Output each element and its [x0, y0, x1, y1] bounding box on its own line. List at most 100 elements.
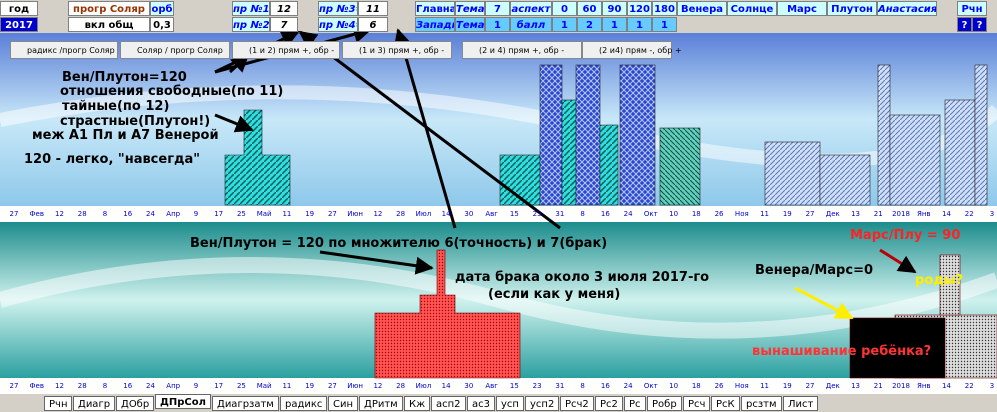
x-axis-label: 14	[942, 382, 951, 390]
radio-option[interactable]: радикс /прогр Соляр	[10, 41, 118, 59]
x-axis-label: 27	[327, 210, 337, 218]
toolbar-cell: Анастасия	[877, 1, 937, 16]
toolbar-cell: Западн	[415, 17, 455, 32]
x-axis-label: 23	[532, 210, 542, 218]
toolbar-cell: 7	[485, 1, 510, 16]
x-axis-label: Дек	[825, 210, 840, 218]
sheet-tab[interactable]: Рсч	[683, 396, 711, 411]
annotation: 120 - легко, "навсегда"	[24, 152, 201, 167]
x-axis-label: Ноя	[734, 210, 749, 218]
toolbar-cell[interactable]: год	[0, 1, 38, 16]
sheet-tab[interactable]: РсК	[711, 396, 740, 411]
annotation: роды?	[915, 273, 964, 288]
x-axis-label: 26	[714, 210, 724, 218]
toolbar-cell: Главная	[415, 1, 455, 16]
x-axis-label: 27	[805, 210, 815, 218]
x-axis-label: 13	[851, 210, 860, 218]
toolbar-cell[interactable]: ?	[972, 17, 987, 32]
x-axis-label: 19	[782, 382, 792, 390]
toolbar-cell: пр №1=	[232, 1, 270, 16]
toolbar-cell[interactable]: ?	[957, 17, 972, 32]
x-axis-label: 19	[305, 210, 315, 218]
radio-option[interactable]: Соляр / прогр Соляр	[120, 41, 230, 59]
annotation: Марс/Плу = 90	[850, 228, 961, 243]
x-axis-label: 2018	[892, 382, 910, 390]
toolbar-cell: пр №3=	[318, 1, 358, 16]
sheet-tab[interactable]: ДПрСол	[155, 394, 211, 409]
sheet-tab[interactable]: Диагр	[73, 396, 116, 411]
toolbar-cell[interactable]: 2017	[0, 17, 38, 32]
sheet-tab[interactable]: Рс	[624, 396, 646, 411]
sheet-tab[interactable]: Диагрзатм	[212, 396, 279, 411]
x-axis-label: Окт	[643, 210, 658, 218]
sheet-tab[interactable]: Син	[328, 396, 359, 411]
x-axis-label: 11	[760, 210, 770, 218]
x-axis-label: 28	[77, 210, 87, 218]
toolbar-cell: вкл общ	[68, 17, 150, 32]
sheet-tab[interactable]: рсзтм	[741, 396, 782, 411]
sheet-tab[interactable]: Лист	[783, 396, 819, 411]
x-axis-label: 18	[691, 382, 701, 390]
x-axis-label: 2018	[892, 210, 910, 218]
toolbar-cell: 180	[652, 1, 677, 16]
x-axis-label: 3	[989, 382, 995, 390]
x-axis-label: 21	[873, 210, 883, 218]
toolbar-cell: 12	[270, 1, 298, 16]
x-axis-label: Июн	[347, 382, 364, 390]
x-axis-label: 10	[669, 382, 679, 390]
annotation: тайные(по 12)	[62, 99, 170, 114]
x-axis-label: Авг	[485, 382, 498, 390]
sheet-tab[interactable]: Робр	[647, 396, 682, 411]
radio-option[interactable]: (2 и4) прям -, обр +	[582, 41, 682, 59]
x-axis-label: Июл	[415, 210, 432, 218]
toolbar-cell[interactable]: прогр Соляр	[68, 1, 150, 16]
x-axis-label: Фев	[29, 210, 44, 218]
x-axis-label: Июл	[415, 382, 432, 390]
x-axis-label: 27	[805, 382, 815, 390]
x-axis-label: 23	[532, 382, 542, 390]
sheet-tab[interactable]: Рчн	[44, 396, 73, 411]
radio-option[interactable]: (2 и 4) прям +, обр -	[462, 41, 582, 59]
toolbar-cell: Плутон	[827, 1, 877, 16]
annotation: (если как у меня)	[488, 287, 621, 302]
x-axis-label: 28	[396, 382, 406, 390]
sheet-tab[interactable]: ас3	[467, 396, 495, 411]
x-axis-label: 28	[396, 210, 406, 218]
x-axis-label: 19	[782, 210, 792, 218]
radio-option[interactable]: (1 и 3) прям +, обр -	[342, 41, 452, 59]
x-axis-label: 16	[600, 382, 610, 390]
sheet-tab[interactable]: усп	[496, 396, 524, 411]
toolbar-cell: 1	[602, 17, 627, 32]
x-axis-label: Май	[256, 382, 272, 390]
x-axis-label: Ноя	[734, 382, 749, 390]
sheet-tab[interactable]: Кж	[404, 396, 431, 411]
sheet-tab[interactable]: Рсч2	[560, 396, 594, 411]
x-axis-label: 28	[77, 382, 87, 390]
annotation: Венера/Марс=0	[755, 263, 874, 278]
x-axis-label: 24	[145, 382, 155, 390]
radio-option[interactable]: (1 и 2) прям +, обр -	[232, 41, 340, 59]
sheet-tab[interactable]: радикс	[280, 396, 328, 411]
toolbar-cell: 7	[270, 17, 298, 32]
x-axis-label: Янв	[916, 382, 931, 390]
annotation: отношения свободные(по 11)	[60, 84, 284, 99]
x-axis-label: 24	[623, 382, 633, 390]
x-axis-label: 26	[714, 382, 724, 390]
x-axis-label: 14	[942, 210, 951, 218]
x-axis-label: Окт	[643, 382, 658, 390]
x-axis-label: 15	[509, 382, 519, 390]
sheet-tab[interactable]: Рс2	[595, 396, 623, 411]
toolbar-cell: 1	[627, 17, 652, 32]
sheet-tab[interactable]: усп2	[525, 396, 560, 411]
sheet-tab[interactable]: ДРитм	[359, 396, 403, 411]
x-axis-label: 16	[600, 210, 610, 218]
toolbar-cell: Тема	[455, 17, 485, 32]
sheet-tab[interactable]: ДОбр	[116, 396, 155, 411]
annotation: вынашивание ребёнка?	[752, 344, 932, 359]
toolbar-cell: Рчн	[957, 1, 987, 16]
x-axis-label: 8	[580, 210, 585, 218]
toolbar-cell: 1	[552, 17, 577, 32]
sheet-tab[interactable]: асп2	[431, 396, 466, 411]
x-axis-label: 25	[236, 382, 246, 390]
x-axis-label: 8	[102, 210, 108, 218]
